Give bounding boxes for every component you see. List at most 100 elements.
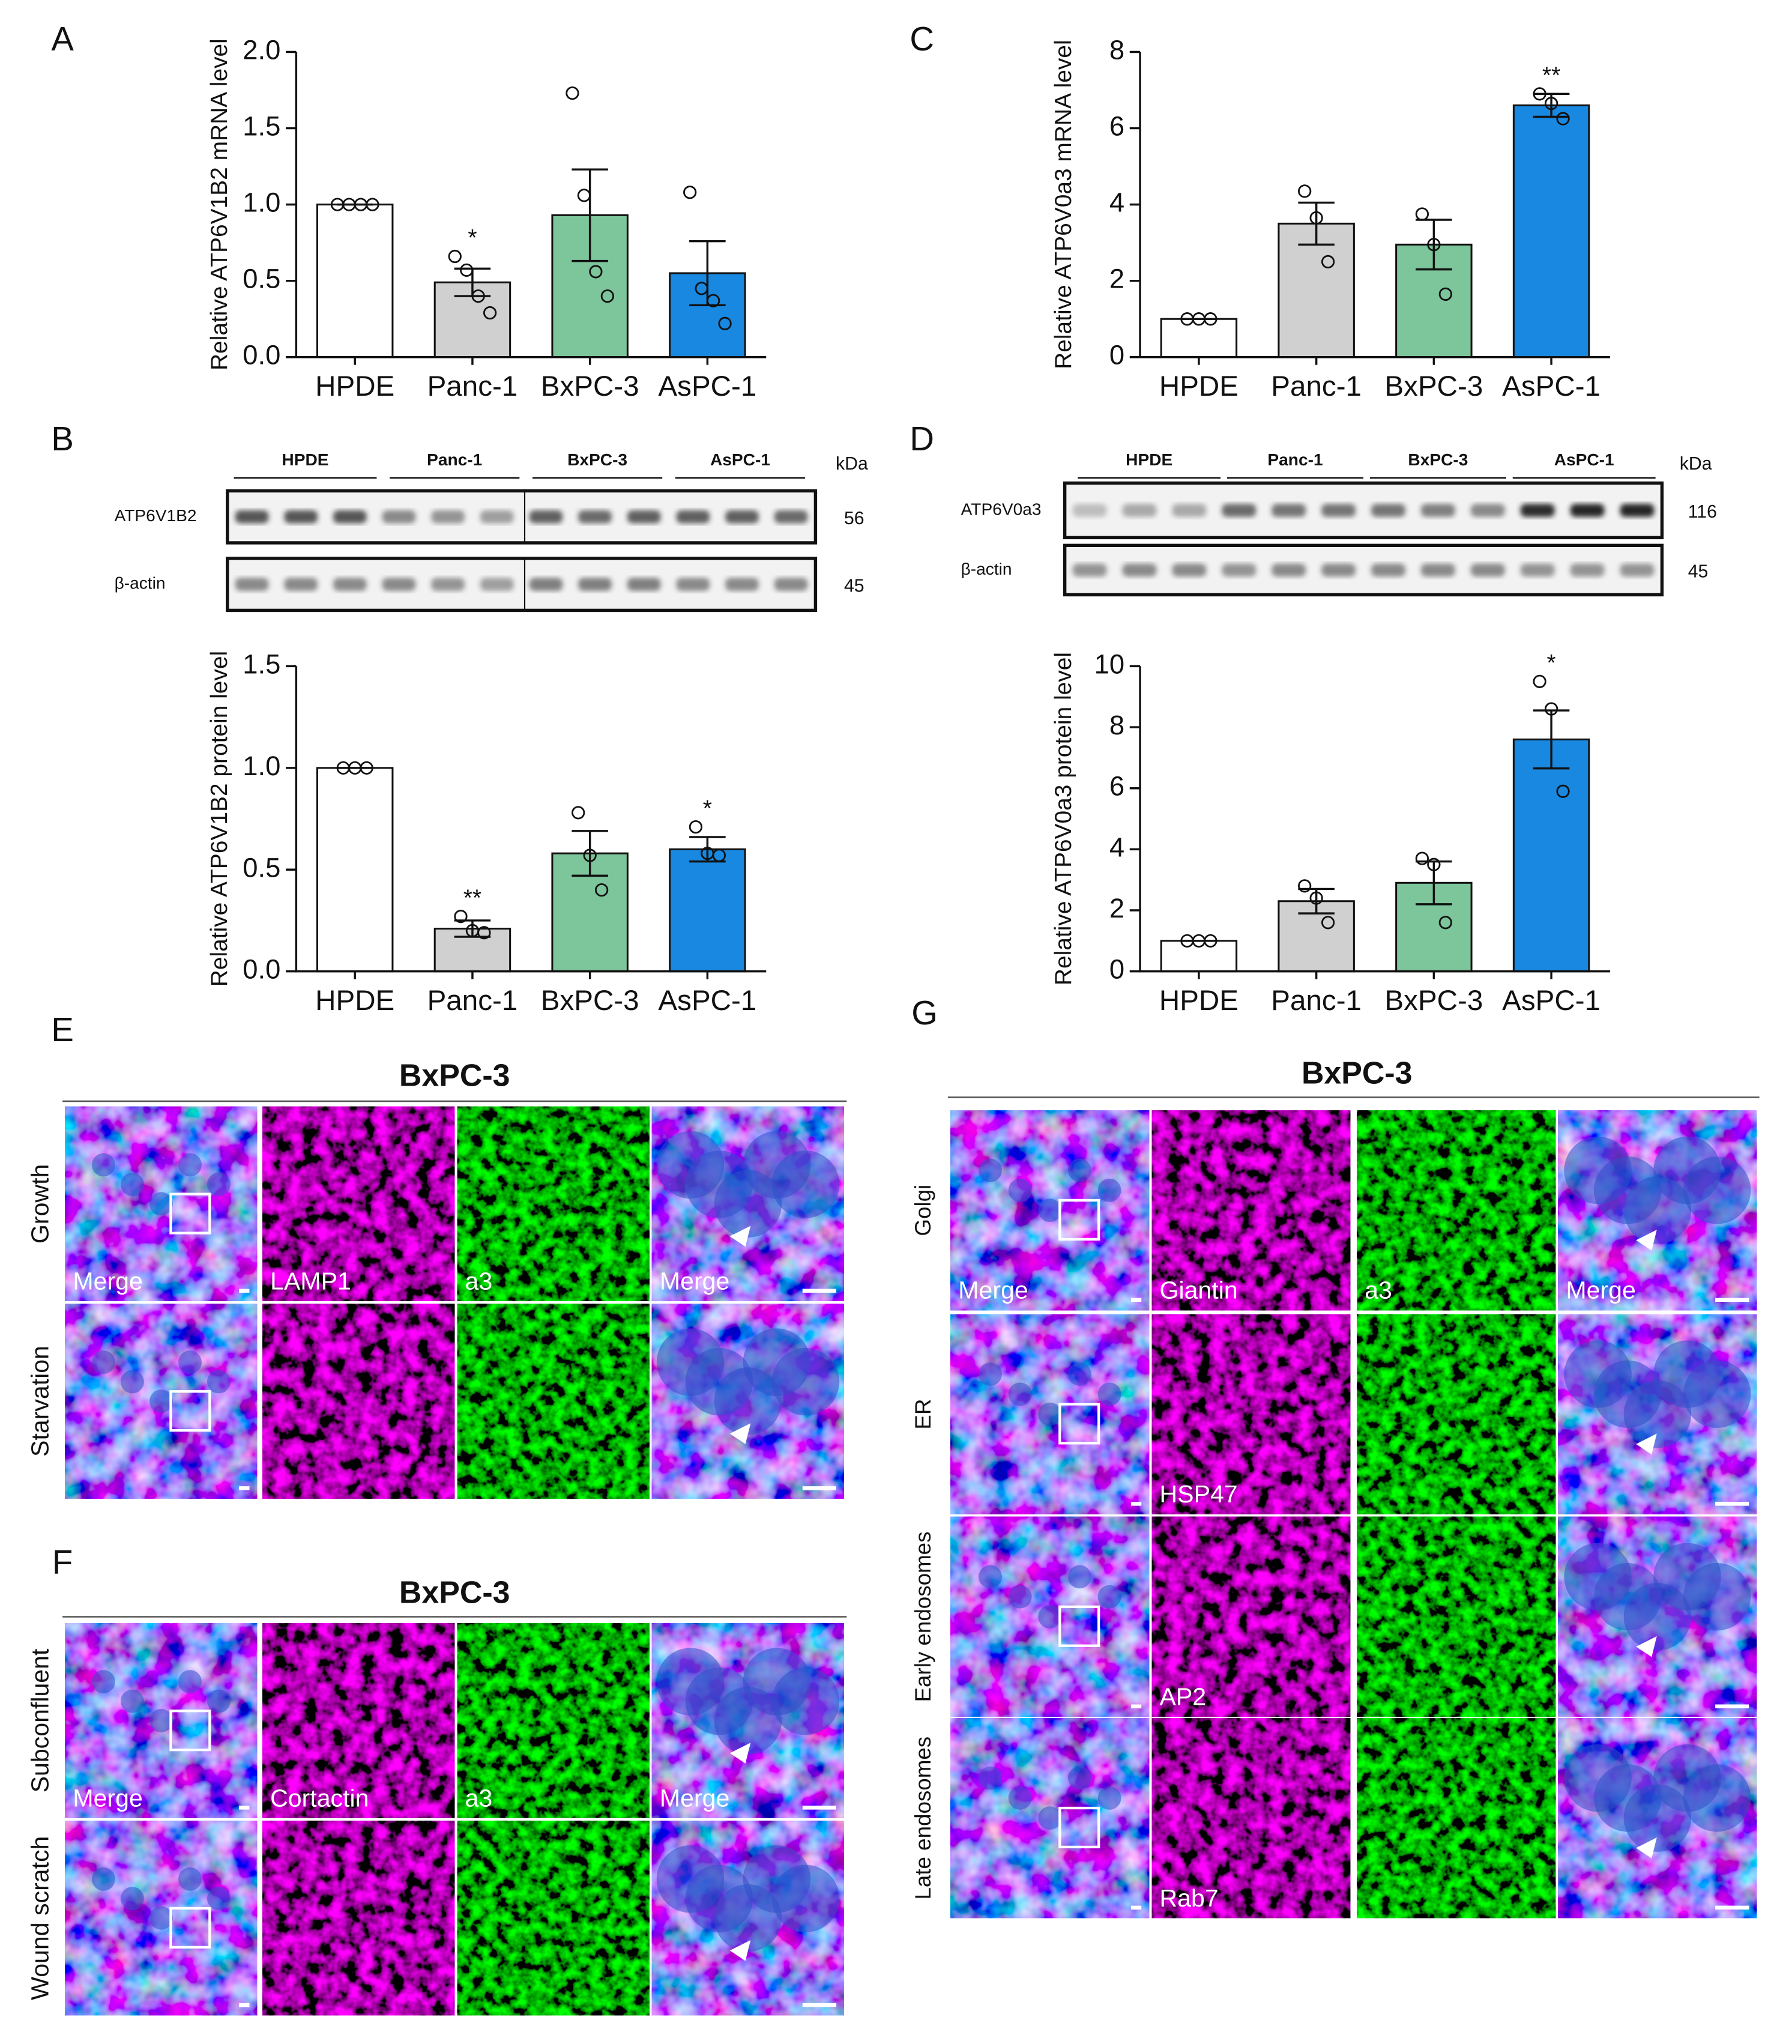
blot-band (1520, 563, 1555, 577)
panel-letter: B (51, 420, 73, 458)
blot-band (382, 510, 416, 524)
channel-label: Giantin (1160, 1277, 1238, 1304)
nucleus (91, 1153, 115, 1177)
nucleus (979, 1362, 1002, 1386)
panel-letter: E (51, 1011, 73, 1048)
blot-kda: 56 (844, 509, 864, 528)
nucleus (979, 1565, 1002, 1589)
micrograph (262, 1106, 455, 1301)
data-point (583, 848, 597, 862)
data-point (1533, 87, 1546, 101)
nucleus (1097, 1786, 1121, 1810)
data-point (1427, 238, 1441, 252)
y-tick-label: 8 (1109, 710, 1124, 740)
y-tick-label: 4 (1109, 832, 1124, 862)
arrowhead (729, 1743, 751, 1764)
channel-label: a3 (465, 1784, 493, 1812)
y-tick-label: 0.0 (243, 340, 280, 370)
y-tick-label: 10 (1094, 649, 1125, 679)
y-tick-label: 6 (1109, 111, 1124, 142)
nucleus (207, 1172, 231, 1196)
lane-group-label: Panc-1 (1267, 450, 1323, 469)
panel-letter: G (911, 994, 938, 1032)
nucleus (771, 1347, 840, 1416)
roi-box (169, 1710, 211, 1752)
nucleus (1683, 1764, 1751, 1832)
kda-unit: kDa (1680, 454, 1712, 474)
blot-band (382, 578, 416, 591)
blot-band (333, 510, 367, 524)
blot-band (1570, 504, 1605, 517)
y-tick-label: 1.0 (243, 187, 280, 218)
y-axis-label: Relative ATP6V0a3 mRNA level (1051, 40, 1076, 369)
row-label: Early endosomes (911, 1532, 935, 1702)
x-tick-label: AsPC-1 (658, 370, 756, 402)
x-tick-label: Panc-1 (427, 985, 518, 1017)
data-point (471, 289, 485, 303)
y-tick-label: 0 (1109, 340, 1124, 370)
nucleus (1008, 1382, 1032, 1406)
row-label: ER (911, 1399, 935, 1430)
nucleus (207, 1887, 231, 1911)
bar (1512, 104, 1590, 358)
nucleus (91, 1867, 115, 1891)
blot-row-label: β-actin (115, 574, 166, 593)
blot-band (676, 510, 710, 524)
x-tick-label: HPDE (1159, 985, 1238, 1017)
panel-title: BxPC-3 (399, 1058, 510, 1093)
data-point (1204, 934, 1217, 948)
x-tick-label: Panc-1 (1271, 370, 1362, 402)
blot-band (676, 578, 710, 591)
roi-box (1058, 1199, 1100, 1241)
row-label: Growth (26, 1164, 53, 1244)
roi-box (169, 1390, 211, 1432)
nucleus (771, 1667, 840, 1735)
x-tick-label: AsPC-1 (1502, 985, 1600, 1017)
channel-label: Merge (1566, 1277, 1635, 1304)
nucleus (120, 1370, 144, 1394)
significance: * (1547, 650, 1556, 676)
nucleus (1097, 1382, 1121, 1406)
x-tick-label: BxPC-3 (541, 985, 639, 1017)
data-point (483, 306, 497, 320)
blot-row-label: ATP6V0a3 (961, 500, 1042, 518)
data-point (1298, 184, 1312, 198)
channel-label: Cortactin (270, 1784, 369, 1812)
channel-label: LAMP1 (270, 1268, 351, 1295)
data-point (1438, 287, 1452, 301)
y-tick-label: 0.5 (243, 264, 280, 294)
micrograph (1151, 1718, 1351, 1919)
blot-band (725, 578, 759, 591)
blot-band (431, 578, 465, 591)
nucleus (979, 1158, 1002, 1182)
blot-band (333, 578, 367, 591)
x-tick-label: BxPC-3 (541, 370, 639, 402)
y-axis-label: Relative ATP6V1B2 protein level (207, 651, 232, 987)
blot-band (578, 510, 612, 524)
arrowhead (729, 1423, 751, 1444)
blot-band (235, 510, 269, 524)
blot-band (480, 510, 514, 524)
micrograph (1151, 1516, 1351, 1717)
error-bar (1533, 709, 1570, 770)
roi-box (1058, 1605, 1100, 1647)
panel-title: BxPC-3 (1302, 1055, 1413, 1090)
significance: * (703, 796, 712, 821)
channel-label: Rab7 (1160, 1884, 1219, 1912)
panel-letter: F (52, 1543, 73, 1581)
nucleus (1038, 1402, 1062, 1426)
nucleus (178, 1350, 202, 1374)
data-point (1309, 211, 1323, 225)
data-point (366, 198, 379, 211)
error-bar (572, 830, 608, 877)
nucleus (120, 1172, 144, 1196)
blot-strip (1063, 543, 1664, 597)
data-point (1415, 851, 1429, 865)
error-bar (1416, 860, 1452, 906)
y-axis-label: Relative ATP6V0a3 protein level (1051, 652, 1076, 985)
bar (316, 767, 394, 973)
blot-band (1072, 504, 1107, 517)
nucleus (91, 1670, 115, 1694)
channel-label: a3 (465, 1268, 493, 1295)
significance: * (468, 225, 477, 251)
